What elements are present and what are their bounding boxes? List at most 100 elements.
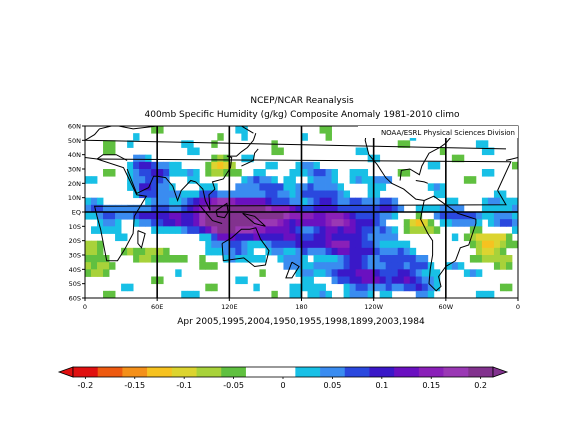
anomaly-cell <box>463 269 471 277</box>
anomaly-cell <box>277 247 284 256</box>
anomaly-cell <box>445 197 453 206</box>
anomaly-cell <box>325 204 332 213</box>
anomaly-cell <box>175 190 182 199</box>
anomaly-cell <box>481 240 489 249</box>
x-axis: 0 60E 120E 180 120W 60W 0 <box>83 298 520 311</box>
anomaly-cell <box>253 190 260 199</box>
anomaly-cell <box>223 255 230 263</box>
anomaly-cell <box>331 219 338 227</box>
anomaly-cell <box>235 204 242 213</box>
anomaly-cell <box>265 190 272 199</box>
anomaly-cell <box>259 240 266 249</box>
anomaly-cell <box>373 212 381 220</box>
anomaly-cell <box>391 255 399 263</box>
anomaly-cell <box>235 233 242 242</box>
anomaly-cell <box>199 255 206 263</box>
anomaly-cell <box>313 240 320 249</box>
anomaly-cell <box>199 262 206 270</box>
anomaly-cell <box>313 255 320 263</box>
anomaly-cell <box>97 247 104 256</box>
colorbar-tick-label: -0.2 <box>78 381 94 390</box>
anomaly-cell <box>481 204 489 213</box>
anomaly-cell <box>373 255 381 263</box>
anomaly-cell <box>127 283 134 292</box>
anomaly-cell <box>277 233 284 242</box>
anomaly-cell <box>313 262 320 270</box>
anomaly-cell <box>409 269 417 277</box>
anomaly-cell <box>331 169 338 177</box>
y-tick-label: 10S <box>69 223 81 231</box>
anomaly-cell <box>103 290 110 298</box>
anomaly-cell <box>505 283 513 292</box>
anomaly-cell <box>319 262 326 270</box>
anomaly-cell <box>307 212 314 220</box>
map-area: NOAA/ESRL Physical Sciences Division <box>84 125 519 299</box>
anomaly-cell <box>433 276 441 285</box>
coastline <box>85 154 128 161</box>
anomaly-cell <box>415 262 423 270</box>
anomaly-cell <box>325 169 332 177</box>
anomaly-cell <box>235 240 242 249</box>
anomaly-cell <box>493 233 501 242</box>
anomaly-cell <box>505 240 513 249</box>
anomaly-cell <box>343 204 351 213</box>
anomaly-cell <box>157 247 164 256</box>
anomaly-cell <box>217 233 224 242</box>
anomaly-cell <box>103 212 110 220</box>
anomaly-cell <box>505 233 513 242</box>
anomaly-cell <box>355 240 363 249</box>
anomaly-cell <box>301 204 308 213</box>
anomaly-cell <box>229 226 236 234</box>
anomaly-cell <box>295 161 302 170</box>
anomaly-cell <box>211 169 218 177</box>
anomaly-cell <box>271 183 278 191</box>
anomaly-cell <box>427 276 435 285</box>
anomaly-cell <box>475 226 483 234</box>
anomaly-cell <box>199 219 206 227</box>
anomaly-cell <box>475 269 483 277</box>
colorbar-swatch <box>245 367 271 377</box>
anomaly-cell <box>325 233 332 242</box>
anomaly-cell <box>151 161 158 170</box>
coastline <box>221 227 270 268</box>
anomaly-cell <box>385 290 393 298</box>
anomaly-cell <box>271 190 278 199</box>
anomaly-cell <box>235 197 242 206</box>
y-tick-label: 20N <box>68 180 81 188</box>
anomaly-cell <box>145 219 152 227</box>
anomaly-cell <box>379 176 387 184</box>
grid-lines <box>85 126 518 298</box>
anomaly-cell <box>301 283 308 292</box>
anomaly-cell <box>229 212 236 220</box>
anomaly-cell <box>157 176 164 184</box>
anomaly-cell <box>271 212 278 220</box>
anomaly-cell <box>457 154 465 163</box>
anomaly-cell <box>325 262 332 270</box>
anomaly-cell <box>511 219 518 227</box>
anomaly-cell <box>385 197 393 206</box>
anomaly-cell <box>169 197 176 206</box>
anomaly-cell <box>109 140 116 148</box>
anomaly-cell <box>97 226 104 234</box>
anomaly-cell <box>469 255 477 263</box>
coastline <box>137 230 146 249</box>
anomaly-cell <box>367 233 375 242</box>
anomaly-cell <box>379 204 387 213</box>
anomaly-cell <box>151 183 158 191</box>
anomaly-cell <box>223 197 230 206</box>
anomaly-cell <box>313 161 320 170</box>
anomaly-cell <box>499 262 507 270</box>
anomaly-cell <box>445 262 453 270</box>
anomaly-cell <box>409 226 417 234</box>
anomaly-cell <box>247 204 254 213</box>
anomaly-cell <box>241 226 248 234</box>
anomaly-cell <box>349 169 357 177</box>
anomaly-cell <box>253 219 260 227</box>
anomaly-cell <box>289 283 296 292</box>
anomaly-cell <box>295 269 302 277</box>
anomaly-cell <box>163 197 170 206</box>
coastline <box>215 202 229 219</box>
anomaly-cell <box>391 283 399 292</box>
anomaly-cell <box>289 233 296 242</box>
anomaly-cell <box>433 212 441 220</box>
